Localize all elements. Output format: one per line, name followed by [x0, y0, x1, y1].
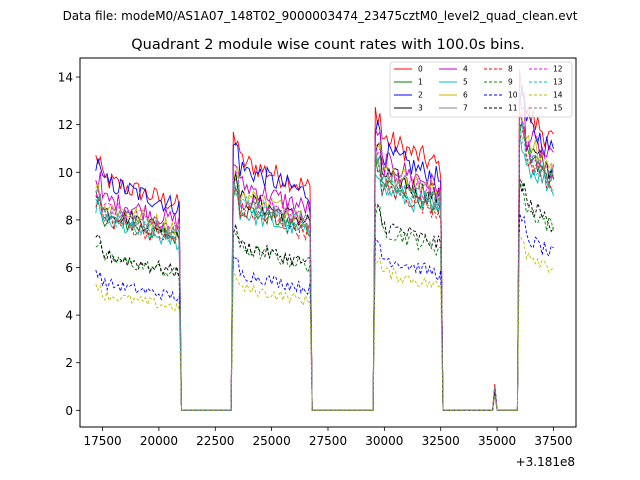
x-offset-label: +3.181e8 — [516, 455, 575, 469]
legend-label-0: 0 — [418, 65, 423, 74]
legend-label-4: 4 — [463, 65, 468, 74]
legend-label-8: 8 — [508, 65, 513, 74]
legend-label-3: 3 — [418, 104, 423, 113]
y-tick-label: 8 — [65, 213, 73, 227]
y-tick-label: 6 — [65, 261, 73, 275]
y-axis: 0 2 4 6 8 10 12 14 — [58, 71, 80, 418]
legend-label-15: 15 — [553, 104, 563, 113]
x-tick-label: 17500 — [83, 434, 121, 448]
y-tick-label: 12 — [58, 118, 73, 132]
legend-label-10: 10 — [508, 91, 518, 100]
x-tick-label: 35000 — [478, 434, 516, 448]
legend-label-5: 5 — [463, 78, 468, 87]
legend-box — [389, 61, 573, 118]
legend-label-11: 11 — [508, 104, 518, 113]
series-layer — [95, 69, 554, 411]
figure-suptitle: Data file: modeM0/AS1A07_148T02_90000034… — [63, 9, 578, 23]
series-line-15 — [95, 131, 554, 411]
x-tick-label: 20000 — [140, 434, 178, 448]
legend-label-6: 6 — [463, 91, 468, 100]
legend-label-9: 9 — [508, 78, 513, 87]
legend-label-1: 1 — [418, 78, 423, 87]
x-tick-label: 32500 — [422, 434, 460, 448]
legend-label-2: 2 — [418, 91, 423, 100]
chart-title: Quadrant 2 module wise count rates with … — [131, 37, 525, 53]
y-tick-label: 14 — [58, 71, 73, 85]
plot-frame — [79, 57, 577, 428]
x-tick-label: 22500 — [196, 434, 234, 448]
legend-label-7: 7 — [463, 104, 468, 113]
x-tick-label: 37500 — [534, 434, 572, 448]
x-tick-label: 30000 — [365, 434, 403, 448]
legend-label-13: 13 — [553, 78, 563, 87]
y-tick-label: 2 — [65, 356, 73, 370]
legend-label-14: 14 — [553, 91, 563, 100]
x-tick-label: 25000 — [253, 434, 291, 448]
y-tick-label: 0 — [65, 404, 73, 418]
x-axis: 17500 20000 22500 25000 27500 30000 32500 35000… — [83, 427, 573, 448]
y-tick-label: 4 — [65, 309, 73, 323]
x-tick-label: 27500 — [309, 434, 347, 448]
y-tick-label: 10 — [58, 166, 73, 180]
legend-label-12: 12 — [553, 65, 563, 74]
